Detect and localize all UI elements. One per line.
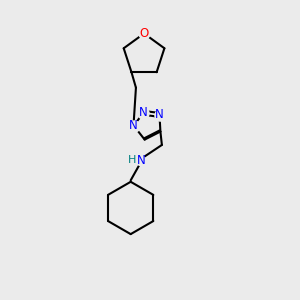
Text: H: H — [128, 155, 136, 165]
Text: N: N — [137, 154, 146, 167]
Text: N: N — [139, 106, 148, 119]
Text: O: O — [140, 27, 149, 40]
Text: N: N — [129, 119, 138, 132]
Text: N: N — [155, 108, 164, 122]
